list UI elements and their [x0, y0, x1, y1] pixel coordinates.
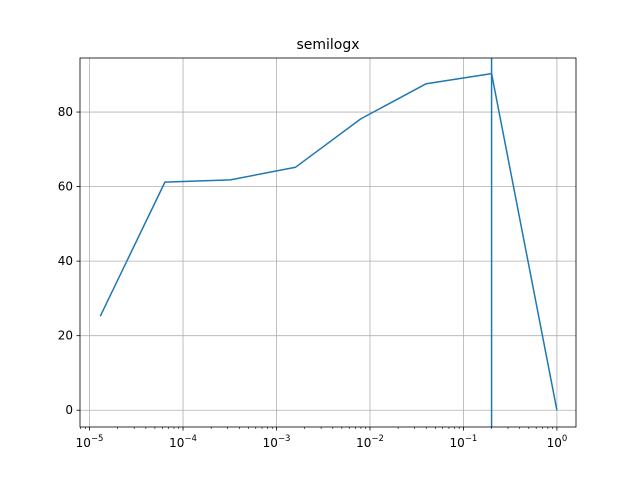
y-tick-label: 80 — [58, 105, 73, 119]
y-tick-label: 60 — [58, 180, 73, 194]
x-tick-label: 10−3 — [263, 434, 291, 450]
y-axis: 0 20 40 60 80 — [58, 105, 80, 417]
y-tick-label: 0 — [65, 403, 73, 417]
series-line — [99, 72, 558, 411]
series-layer — [99, 58, 558, 427]
chart-title: semilogx — [296, 37, 359, 53]
x-axis: 10−5 10−4 10−3 10−2 10−1 100 — [76, 427, 568, 450]
y-tick-label: 20 — [58, 329, 73, 343]
x-tick-label: 10−2 — [356, 434, 384, 450]
plot-frame — [79, 57, 577, 428]
grid — [80, 58, 576, 427]
y-tick-label: 40 — [58, 254, 73, 268]
x-tick-label: 10−4 — [169, 434, 197, 450]
x-tick-label: 10−1 — [450, 434, 478, 450]
x-tick-label: 100 — [547, 434, 568, 450]
x-tick-label: 10−5 — [76, 434, 104, 450]
